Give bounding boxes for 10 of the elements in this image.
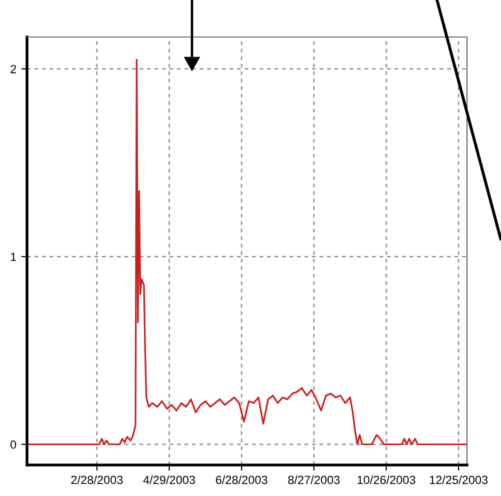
x-tick-label: 6/28/2003 bbox=[216, 475, 268, 484]
y-tick-label: 1 bbox=[10, 252, 16, 261]
y-tick-label: 2 bbox=[10, 64, 16, 74]
x-tick-label: 12/25/2003 bbox=[430, 475, 488, 484]
y-tick-label: 0 bbox=[10, 440, 16, 449]
x-tick-label: 10/26/2003 bbox=[358, 475, 416, 484]
line-series bbox=[27, 58, 467, 446]
x-tick-label: 4/29/2003 bbox=[143, 475, 195, 484]
x-tick-label: 2/28/2003 bbox=[71, 475, 123, 484]
x-tick-label: 8/27/2003 bbox=[288, 475, 340, 484]
